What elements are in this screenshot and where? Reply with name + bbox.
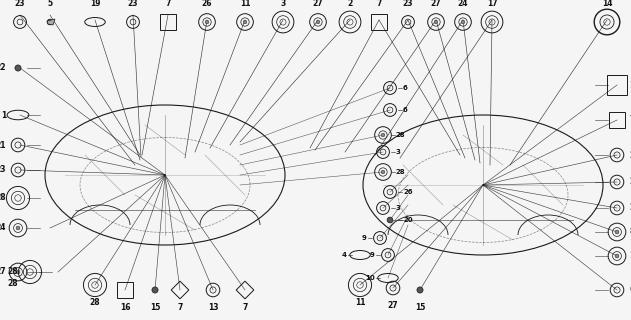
- Bar: [117, 282, 133, 298]
- Text: 3: 3: [280, 0, 286, 9]
- Text: 7: 7: [242, 303, 248, 312]
- Text: 4: 4: [342, 252, 347, 258]
- Bar: [160, 14, 175, 30]
- Text: 26: 26: [403, 189, 413, 195]
- Text: 6: 6: [403, 107, 408, 113]
- Circle shape: [15, 65, 21, 71]
- Text: 7: 7: [629, 116, 631, 124]
- Circle shape: [243, 20, 247, 24]
- Text: 11: 11: [355, 298, 365, 307]
- Text: 7: 7: [177, 303, 183, 312]
- Text: 3: 3: [396, 205, 401, 211]
- Circle shape: [615, 254, 619, 258]
- Text: 7: 7: [165, 0, 171, 9]
- Text: 9: 9: [362, 235, 367, 241]
- Text: 21: 21: [0, 140, 6, 149]
- Text: 9: 9: [370, 252, 375, 258]
- Text: 12: 12: [629, 252, 631, 260]
- Text: 15: 15: [150, 303, 160, 312]
- Text: 23: 23: [403, 0, 413, 9]
- Text: 28: 28: [396, 169, 406, 175]
- Text: 23: 23: [15, 0, 25, 9]
- Text: 23: 23: [127, 0, 138, 9]
- Circle shape: [417, 287, 423, 293]
- Text: 24: 24: [457, 0, 468, 9]
- Text: 18: 18: [629, 81, 631, 90]
- Text: 28: 28: [8, 279, 18, 289]
- Text: 8: 8: [629, 228, 631, 236]
- Text: 16: 16: [120, 303, 130, 312]
- Text: 28: 28: [8, 268, 18, 276]
- Text: 25: 25: [629, 150, 631, 159]
- Text: 15: 15: [415, 303, 425, 312]
- Circle shape: [152, 287, 158, 293]
- Text: 26: 26: [202, 0, 212, 9]
- Text: 28: 28: [0, 194, 6, 203]
- Bar: [609, 112, 625, 128]
- Text: 10: 10: [365, 275, 375, 281]
- Circle shape: [615, 230, 619, 234]
- Text: 14: 14: [602, 0, 612, 9]
- Text: 6: 6: [629, 285, 631, 294]
- Text: 27: 27: [387, 301, 398, 310]
- Text: 3: 3: [396, 149, 401, 155]
- Circle shape: [205, 20, 209, 24]
- Text: 19: 19: [90, 0, 100, 9]
- Circle shape: [461, 20, 465, 24]
- Circle shape: [381, 133, 385, 137]
- Circle shape: [387, 217, 393, 223]
- Text: 23: 23: [629, 204, 631, 212]
- Text: 23: 23: [0, 165, 6, 174]
- Bar: [371, 14, 387, 30]
- Text: 27: 27: [431, 0, 441, 9]
- Text: 13: 13: [208, 303, 218, 312]
- Text: 27: 27: [313, 0, 323, 9]
- Text: 22: 22: [0, 63, 6, 73]
- Circle shape: [381, 170, 385, 174]
- Circle shape: [316, 20, 320, 24]
- Circle shape: [16, 270, 20, 274]
- Text: 17: 17: [487, 0, 497, 9]
- Circle shape: [47, 19, 53, 25]
- Text: 28: 28: [396, 132, 406, 138]
- Bar: [607, 75, 627, 95]
- Text: 27: 27: [0, 268, 6, 276]
- Text: 7: 7: [376, 0, 382, 9]
- Circle shape: [434, 20, 438, 24]
- Text: 11: 11: [240, 0, 251, 9]
- Polygon shape: [47, 19, 55, 25]
- Text: 28: 28: [90, 298, 100, 307]
- Text: 6: 6: [403, 85, 408, 91]
- Text: 5: 5: [47, 0, 52, 9]
- Text: 1: 1: [1, 110, 6, 119]
- Text: 24: 24: [0, 223, 6, 233]
- Text: 20: 20: [403, 217, 413, 223]
- Text: 2: 2: [348, 0, 353, 9]
- Circle shape: [16, 226, 20, 230]
- Text: 26: 26: [629, 178, 631, 187]
